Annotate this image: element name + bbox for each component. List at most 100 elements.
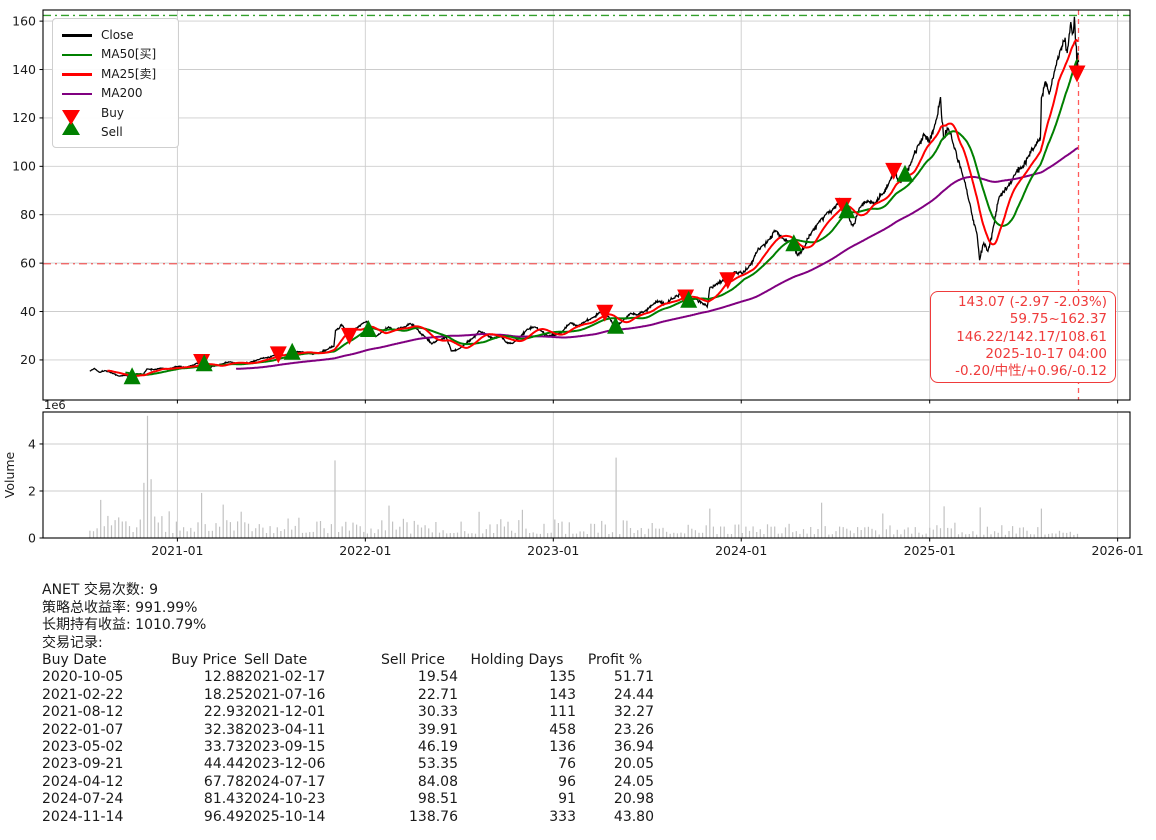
volume-bar — [918, 532, 920, 538]
volume-bar — [547, 533, 549, 538]
volume-bar — [485, 529, 487, 538]
volume-bar — [752, 526, 754, 538]
trade-cell-sell-date: 2021-02-17 — [244, 669, 326, 686]
volume-bar — [939, 528, 942, 538]
volume-bar — [817, 529, 819, 538]
sell-marker — [834, 197, 852, 215]
y-tick-label: 100 — [12, 159, 36, 174]
x-tick-label: 2024-01 — [715, 543, 767, 558]
volume-bar — [900, 534, 902, 538]
volume-bar — [399, 526, 401, 538]
volume-bar — [240, 511, 242, 538]
volume-bar — [226, 520, 228, 538]
ma25-line — [107, 38, 1080, 377]
volume-bar — [972, 531, 974, 538]
trade-table-header-row: Buy Date Buy Price Sell Date Sell Price Hold… — [42, 652, 654, 669]
strategy-return-line: 策略总收益率: 991.99% — [42, 599, 198, 616]
quote-annotation: 143.07 (-2.97 -2.03%) 59.75~162.37 146.2… — [930, 291, 1116, 383]
volume-bar — [500, 519, 502, 538]
x-tick-label: 2026-01 — [1092, 543, 1144, 558]
volume-bar — [727, 533, 729, 538]
volume-bar — [395, 529, 397, 538]
legend-item-ma25: MA25[卖] — [62, 65, 170, 84]
trade-cell-buy-price: 67.78 — [203, 773, 244, 790]
trade-cell-holding-days: 458 — [549, 721, 576, 738]
volume-bar — [723, 526, 725, 538]
volume-bar — [911, 533, 913, 538]
volume-bar — [446, 533, 448, 538]
volume-bar — [557, 523, 559, 538]
volume-bar — [658, 528, 660, 538]
volume-bar — [384, 530, 386, 538]
volume-bar — [550, 532, 552, 538]
volume-bar — [860, 530, 862, 538]
buy-marker — [607, 316, 625, 334]
volume-bar — [792, 532, 794, 538]
volume-bar — [698, 532, 700, 538]
volume-bar — [341, 526, 343, 538]
trade-cell-buy-price: 96.49 — [203, 808, 244, 825]
trade-cell-sell-price: 19.54 — [417, 669, 458, 686]
volume-bar — [287, 518, 289, 538]
volume-bar — [334, 460, 336, 538]
volume-bar — [885, 529, 887, 538]
volume-bar — [280, 531, 282, 538]
volume-bar — [453, 533, 455, 538]
volume-bar — [857, 527, 859, 538]
volume-bar — [146, 415, 149, 538]
volume-bar — [269, 526, 271, 538]
volume-bar — [1062, 532, 1064, 538]
volume-bar — [312, 531, 314, 538]
trade-cell-buy-date: 2024-11-14 — [42, 808, 124, 825]
volume-bar — [110, 525, 113, 538]
volume-bar — [489, 524, 491, 538]
volume-bar — [316, 521, 318, 538]
volume-bar — [756, 532, 758, 538]
volume-bar — [262, 527, 264, 538]
volume-bar — [161, 516, 163, 538]
volume-bar — [449, 533, 451, 538]
trade-cell-buy-date: 2020-10-05 — [42, 669, 124, 686]
trade-cell-sell-price: 30.33 — [417, 704, 458, 721]
volume-bar — [179, 530, 181, 538]
volume-bar — [168, 511, 170, 538]
volume-bar — [907, 527, 909, 538]
trade-col-header: Buy Price — [171, 652, 237, 668]
trade-row: 2022-01-07 32.38 2023-04-11 39.91 458 23.26 — [42, 722, 654, 739]
volume-bar — [741, 533, 743, 538]
trade-cell-buy-date: 2024-04-12 — [42, 773, 124, 790]
hold-return-line: 长期持有收益: 1010.79% — [42, 617, 207, 633]
ma200-line-icon — [62, 92, 92, 96]
volume-bar — [601, 520, 603, 538]
trade-cell-holding-days: 96 — [558, 773, 576, 790]
volume-bar — [954, 522, 956, 538]
volume-bar — [525, 528, 527, 538]
volume-bar — [979, 507, 981, 538]
volume-bar — [186, 531, 188, 538]
volume-bar — [208, 530, 210, 538]
trade-col-header: Sell Date — [244, 652, 308, 668]
volume-bar — [424, 525, 426, 538]
volume-bar — [554, 519, 556, 538]
volume-bar — [157, 522, 159, 538]
trade-col-header: Buy Date — [42, 652, 107, 668]
volume-bar — [276, 527, 278, 538]
volume-bar — [374, 533, 376, 538]
volume-bar — [976, 534, 978, 538]
trade-cell-holding-days: 91 — [558, 791, 576, 808]
volume-bar — [647, 528, 650, 538]
volume-bar — [211, 530, 213, 538]
volume-bar — [121, 521, 123, 538]
volume-bar — [190, 527, 192, 538]
trade-cell-buy-price: 18.25 — [203, 686, 244, 703]
buy-marker — [283, 342, 301, 360]
volume-bar — [994, 531, 996, 538]
volume-bar — [1066, 532, 1068, 538]
sell-marker — [885, 162, 903, 180]
summary-block: ANET 交易次数: 9 策略总收益率: 991.99% 长期持有收益: 101… — [42, 582, 654, 826]
volume-bar — [96, 528, 98, 538]
y-tick-label: 20 — [20, 352, 36, 367]
volume-bar — [680, 532, 682, 538]
volume-bar — [770, 526, 772, 538]
